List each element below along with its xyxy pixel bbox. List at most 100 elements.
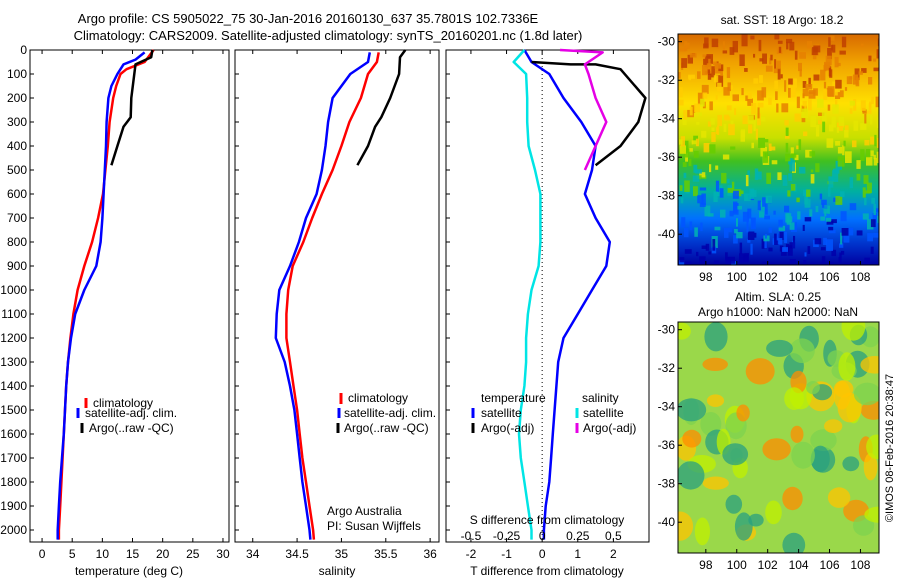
sst-cell (877, 38, 879, 47)
sst-cell (700, 98, 705, 107)
sst-cell (779, 245, 784, 252)
sst-cell (871, 197, 875, 204)
sla-blob (782, 532, 806, 553)
legend-climatology: climatology (93, 396, 153, 410)
sst-cell (838, 116, 845, 127)
sst-cell (788, 87, 791, 98)
sla-blob (762, 438, 791, 461)
sst-cell (823, 208, 829, 214)
sst-cell (803, 260, 807, 265)
sst-cell (827, 48, 832, 60)
sst-cell (762, 197, 766, 207)
sst-cell (870, 150, 874, 157)
y-tick-label: 300 (7, 115, 27, 129)
sst-cell (711, 38, 719, 48)
temperature-xlabel: temperature (deg C) (75, 564, 183, 578)
sst-cell (830, 44, 833, 51)
sla-blob (678, 461, 705, 490)
sst-cell (844, 125, 849, 133)
sst-cell (687, 54, 693, 64)
map-x-tick-label: 102 (758, 558, 778, 572)
map-y-tick-label: -34 (658, 112, 676, 126)
sst-cell (776, 103, 779, 113)
sst-cell (739, 54, 745, 66)
sla-blob (782, 486, 803, 511)
sst-cell (822, 202, 825, 208)
sla-map-subtitle: Argo h1000: NaN h2000: NaN (698, 305, 858, 319)
y-tick-label: 1000 (0, 283, 27, 297)
sla-blob (860, 356, 879, 374)
sst-cell (870, 219, 876, 228)
sst-cell (685, 42, 690, 49)
sst-cell (761, 87, 767, 98)
sst-cell (728, 123, 735, 136)
sla-blob (866, 434, 879, 460)
sst-cell (839, 50, 846, 55)
x-tick-label: -1 (501, 547, 512, 561)
sst-cell (866, 149, 871, 158)
sst-cell (852, 140, 857, 148)
legend-s-satellite: satellite (583, 406, 624, 420)
map-x-tick-label: 104 (789, 558, 809, 572)
sst-cell (751, 142, 754, 149)
sst-cell (702, 54, 706, 58)
sst-cell (691, 140, 697, 145)
salinity-xlabel: salinity (319, 564, 356, 578)
sst-cell (840, 232, 843, 245)
sst-cell (832, 170, 839, 182)
salinity-panel: 34 34.5 35 35.5 36 salinity climatology sate… (234, 49, 440, 578)
sst-cell (709, 101, 713, 111)
legend-satellite-adj: satellite-adj. clim. (85, 406, 177, 420)
sst-cell (837, 147, 843, 154)
sla-blob (702, 476, 729, 490)
sst-cell (703, 43, 709, 49)
sst-cell (845, 151, 852, 163)
sst-cell (757, 90, 764, 101)
sst-cell (769, 57, 772, 65)
sst-cell (734, 108, 737, 115)
sst-cell (759, 211, 765, 218)
sst-cell (714, 226, 721, 231)
sst-cell (843, 140, 846, 147)
s-axis-tick-label: -0.25 (493, 529, 521, 543)
sst-cell (754, 232, 757, 238)
sst-cell (805, 149, 812, 158)
sst-cell (798, 62, 802, 72)
sst-cell (747, 98, 753, 106)
salinity-plot-frame (234, 49, 440, 543)
s-difference-xlabel: S difference from climatology (470, 513, 625, 527)
sst-cell (704, 37, 709, 48)
map-x-tick-label: 104 (789, 270, 809, 284)
sst-cell (788, 78, 794, 85)
sst-cell (692, 175, 700, 182)
sst-cell (789, 259, 796, 265)
sst-cell (716, 125, 720, 135)
sst-cell (729, 210, 734, 217)
sst-cell (703, 143, 710, 153)
sst-cell (680, 264, 684, 265)
sst-cell (707, 121, 712, 127)
map-x-tick-label: 106 (820, 270, 840, 284)
sst-cell (785, 153, 791, 162)
sla-blob (853, 382, 879, 406)
map-x-tick-label: 108 (850, 270, 870, 284)
sst-cell (864, 110, 872, 114)
sst-cell (765, 203, 768, 215)
map-x-tick-label: 102 (758, 270, 778, 284)
sst-cell (721, 172, 727, 184)
sst-cell (756, 171, 762, 180)
sst-cell (722, 264, 727, 265)
sla-blob (725, 494, 743, 514)
sla-map-title: Altim. SLA: 0.25 (735, 290, 821, 304)
sla-blob (789, 338, 815, 364)
sst-cell (774, 59, 777, 69)
sst-cell (764, 233, 767, 239)
sst-cell (836, 127, 840, 133)
map-x-tick-label: 98 (699, 270, 713, 284)
sst-cell (864, 198, 867, 206)
sst-cell (777, 68, 781, 80)
sst-cell (828, 176, 834, 188)
sst-cell (824, 211, 827, 217)
sst-cell (802, 81, 807, 88)
sst-cell (834, 85, 838, 96)
